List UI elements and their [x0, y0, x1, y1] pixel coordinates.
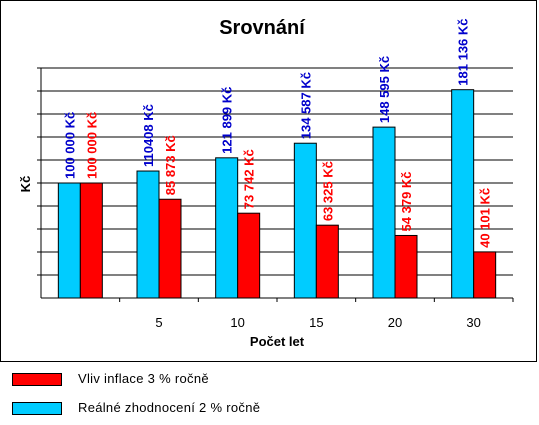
chart-title: Srovnání [219, 17, 306, 39]
legend-label-real: Reálné zhodnocení 2 % ročně [78, 400, 261, 415]
x-tick-label: 10 [230, 315, 244, 330]
x-tick-label: 5 [155, 315, 162, 330]
bar-inflation [158, 198, 182, 299]
data-label-inflation: 100 000 Kč [84, 112, 99, 179]
legend-swatch-inflation [12, 373, 62, 386]
bar-inflation [394, 234, 418, 299]
chart: 100 000 Kč 100 000 Kč 110408 Kč 85 873 Kč 5 1… [18, 17, 514, 349]
y-axis-label: Kč [18, 176, 33, 193]
x-axis-label: Počet let [250, 334, 305, 349]
x-tick-label: 20 [388, 315, 402, 330]
bar-inflation [473, 251, 497, 299]
bar-inflation [79, 182, 103, 299]
data-label-inflation: 73 742 Kč [242, 149, 257, 209]
bar-inflation [237, 212, 261, 299]
bar-real [136, 170, 160, 299]
bar-real [372, 126, 396, 299]
data-label-inflation: 63 325 Kč [320, 161, 335, 221]
bar-real [57, 182, 81, 299]
chart-frame [0, 0, 537, 362]
legend-swatch-real [12, 402, 62, 415]
x-tick-label: 30 [466, 315, 480, 330]
data-label-real: 100 000 Kč [62, 112, 77, 179]
data-label-real: 134 587 Kč [298, 72, 313, 139]
data-label-inflation: 85 873 Kč [163, 135, 178, 195]
bar-real [293, 142, 317, 299]
bar-real [451, 89, 475, 299]
data-label-real: 148 595 Kč [377, 56, 392, 123]
bar-real [215, 157, 239, 299]
bar-inflation [315, 224, 339, 299]
data-label-real: 110408 Kč [141, 104, 156, 167]
x-tick-label: 15 [309, 315, 323, 330]
data-label-real: 121 899 Kč [220, 87, 235, 154]
legend-label-inflation: Vliv inflace 3 % ročně [78, 371, 209, 386]
data-label-inflation: 40 101 Kč [478, 188, 493, 248]
data-label-inflation: 54 379 Kč [399, 171, 414, 231]
data-label-real: 181 136 Kč [456, 18, 471, 85]
